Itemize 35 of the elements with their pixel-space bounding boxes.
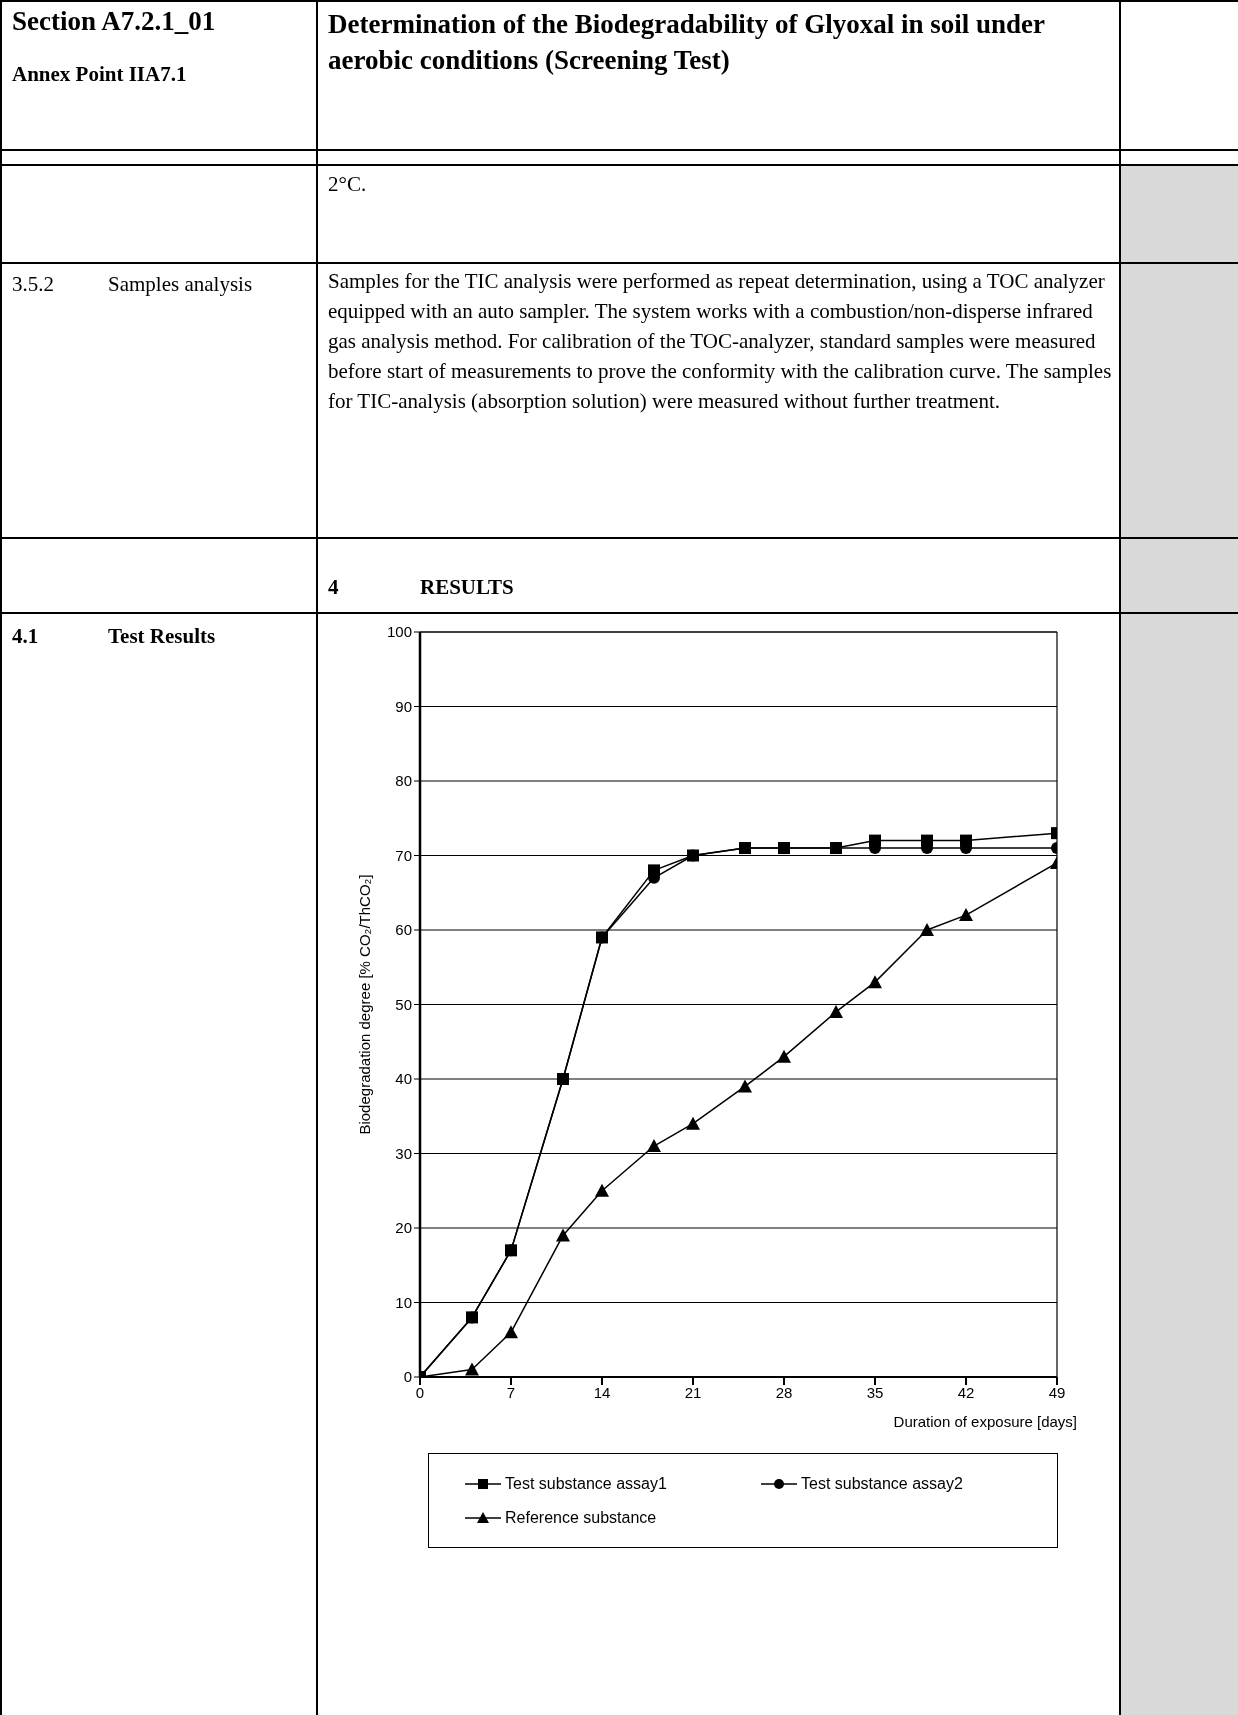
y-tick-label: 30 — [395, 1144, 412, 1162]
text: RESULTS — [420, 575, 514, 600]
legend-label: Test substance assay2 — [801, 1474, 963, 1493]
x-tick-label: 49 — [1048, 1383, 1066, 1401]
text: 4.1 — [12, 624, 39, 649]
x-tick-label: 0 — [415, 1383, 425, 1401]
y-tick-label: 60 — [395, 921, 412, 939]
x-tick-label: 42 — [957, 1383, 975, 1401]
chart-title: Determination of the Biodegradability of Glyoxal in soil under aerobic conditions (Screening Test) — [328, 8, 1046, 77]
y-axis-title: Biodegradation degree [% CO₂/ThCO₂] — [356, 874, 373, 1135]
y-tick-label: 40 — [395, 1070, 412, 1088]
y-tick-label: 20 — [395, 1219, 412, 1237]
y-tick-label: 50 — [395, 995, 412, 1013]
text: Annex Point IIA7.1 — [12, 62, 187, 87]
y-tick-label: 80 — [395, 772, 412, 790]
y-tick-label: 70 — [395, 846, 412, 864]
y-tick-label: 90 — [395, 697, 412, 715]
y-tick-label: 10 — [395, 1293, 412, 1311]
x-tick-label: 14 — [593, 1383, 611, 1401]
x-tick-label: 35 — [866, 1383, 884, 1401]
text: 2°C. — [328, 172, 367, 197]
x-axis-title: Duration of exposure [days] — [893, 1413, 1077, 1430]
text: Section A7.2.1_01 — [12, 6, 216, 37]
legend-label: Reference substance — [505, 1508, 657, 1527]
text: 3.5.2 — [12, 272, 54, 297]
text: Samples for the TIC analysis were performed as repeat determination, using a TOC analyzer equipped with an auto sampler. The system works with a combustion/non-disperse infrared gas analysis method. For calibration of the TOC-analyzer, standard samples were measured before start of measurements to prove the conformity with the calibration curve. The samples for TIC-analysis (absorption solution) were measured without further treatment. — [328, 268, 1113, 415]
legend-label: Test substance assay1 — [505, 1474, 667, 1493]
x-tick-label: 28 — [775, 1383, 793, 1401]
x-tick-label: 7 — [506, 1383, 516, 1401]
text: Test Results — [108, 624, 216, 649]
y-tick-label: 100 — [386, 623, 412, 641]
x-tick-label: 21 — [684, 1383, 702, 1401]
text: 4 — [328, 575, 339, 600]
text: Samples analysis — [108, 272, 253, 297]
y-tick-label: 0 — [403, 1368, 412, 1386]
